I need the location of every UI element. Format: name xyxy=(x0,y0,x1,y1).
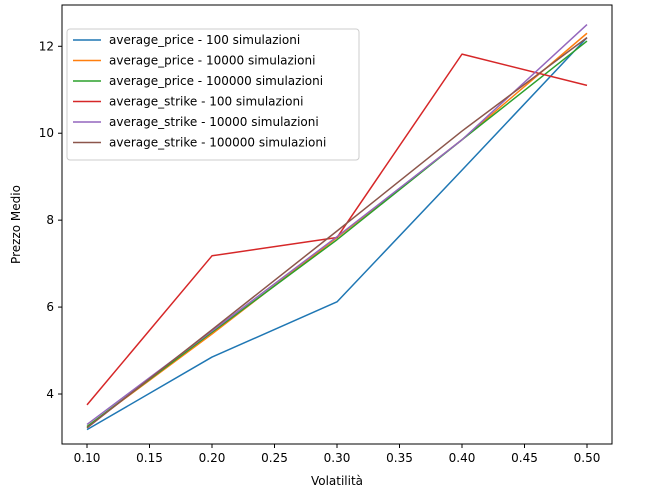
x-tick-label: 0.25 xyxy=(261,451,288,465)
series-line-3 xyxy=(86,40,588,428)
x-tick-label: 0.50 xyxy=(574,451,601,465)
y-tick-label: 6 xyxy=(46,300,54,314)
y-tick-label: 10 xyxy=(39,126,54,140)
x-tick-label: 0.35 xyxy=(386,451,413,465)
x-axis-label: Volatilità xyxy=(311,474,363,488)
y-tick-label: 12 xyxy=(39,39,54,53)
plot-frame xyxy=(61,4,613,445)
legend-label-4: average_strike - 100 simulazioni xyxy=(109,95,303,109)
y-axis: 4 6 8 10 12 xyxy=(39,39,62,401)
y-tick-label: 4 xyxy=(46,387,54,401)
series-line-1 xyxy=(86,37,588,431)
legend: average_price - 100 simulazioni average_p… xyxy=(66,28,360,161)
legend-label-1: average_price - 100 simulazioni xyxy=(109,33,300,47)
legend-box xyxy=(66,28,360,161)
legend-label-6: average_strike - 100000 simulazioni xyxy=(109,136,326,150)
legend-label-5: average_strike - 10000 simulazioni xyxy=(109,115,319,129)
x-tick-label: 0.15 xyxy=(136,451,163,465)
x-tick-label: 0.20 xyxy=(199,451,226,465)
x-axis: 0.10 0.15 0.20 0.25 0.30 0.35 0.40 0.45 0.50 xyxy=(74,444,601,465)
series-line-6 xyxy=(86,36,588,429)
y-axis-label: Prezzo Medio xyxy=(9,185,23,264)
series-lines-group xyxy=(86,24,588,431)
legend-label-2: average_price - 10000 simulazioni xyxy=(109,54,315,68)
x-tick-label: 0.10 xyxy=(74,451,101,465)
x-tick-label: 0.40 xyxy=(449,451,476,465)
y-tick-label: 8 xyxy=(46,213,54,227)
x-tick-label: 0.45 xyxy=(511,451,538,465)
x-tick-label: 0.30 xyxy=(324,451,351,465)
legend-label-3: average_price - 100000 simulazioni xyxy=(109,74,323,88)
